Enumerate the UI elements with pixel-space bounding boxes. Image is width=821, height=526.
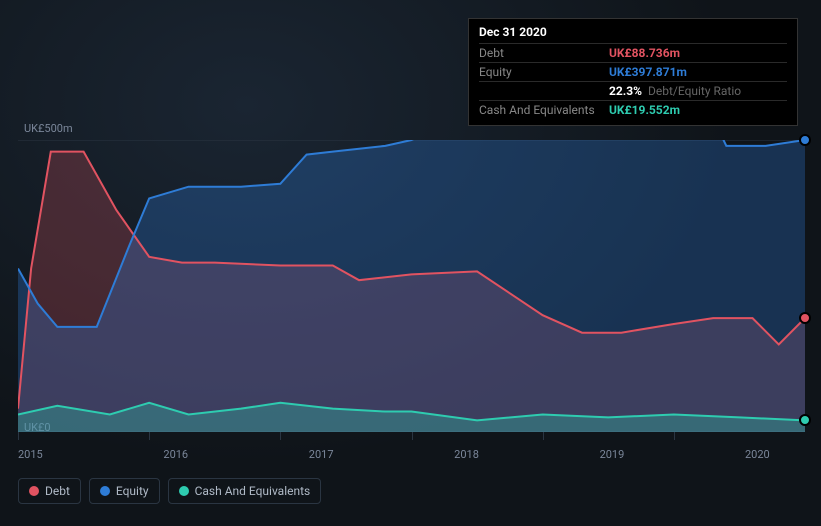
legend-item-debt[interactable]: Debt: [18, 478, 81, 504]
x-tick-label: 2019: [600, 448, 660, 461]
x-tick-label: 2018: [454, 448, 514, 461]
x-tick-label: 2017: [309, 448, 369, 461]
legend-item-cash[interactable]: Cash And Equivalents: [168, 478, 322, 504]
tooltip-row: Cash And EquivalentsUK£19.552m: [479, 100, 787, 119]
cursor-marker: [799, 312, 811, 324]
legend-item-equity[interactable]: Equity: [89, 478, 160, 504]
x-axis: 2015 2016 2017 2018 2019 2020: [18, 448, 805, 461]
chart-tooltip: Dec 31 2020 DebtUK£88.736mEquityUK£397.8…: [468, 18, 798, 126]
tooltip-row: EquityUK£397.871m: [479, 62, 787, 81]
legend-label: Cash And Equivalents: [195, 484, 311, 498]
tooltip-row: 22.3%Debt/Equity Ratio: [479, 81, 787, 100]
cursor-marker: [799, 134, 811, 146]
legend-label: Equity: [116, 484, 149, 498]
x-tick: [674, 432, 675, 440]
dot-icon: [179, 486, 189, 496]
x-tick: [149, 432, 150, 440]
x-tick-label: 2020: [745, 448, 805, 461]
legend-label: Debt: [45, 484, 70, 498]
x-tick: [280, 432, 281, 440]
legend: Debt Equity Cash And Equivalents: [18, 478, 321, 504]
dot-icon: [100, 486, 110, 496]
x-tick: [412, 432, 413, 440]
x-tick: [18, 432, 19, 440]
x-tick: [543, 432, 544, 440]
x-tick-label: 2015: [18, 448, 78, 461]
tooltip-title: Dec 31 2020: [479, 25, 787, 39]
chart-plot: [18, 140, 805, 432]
tooltip-row: DebtUK£88.736m: [479, 43, 787, 62]
y-tick-label: UK£500m: [24, 122, 73, 135]
x-tick-label: 2016: [163, 448, 223, 461]
dot-icon: [29, 486, 39, 496]
cursor-marker: [799, 414, 811, 426]
